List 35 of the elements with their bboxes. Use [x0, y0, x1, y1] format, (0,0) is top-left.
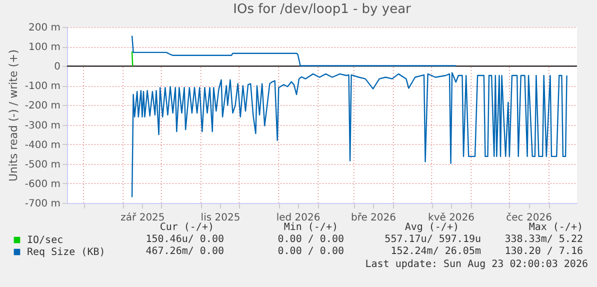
text: 557.17u/ 597.19u: [384, 234, 481, 245]
y-tick-label: 0: [54, 62, 60, 73]
text: Max (-/+): [528, 222, 583, 233]
text: 0.00 / 0.00: [278, 234, 344, 245]
y-tick-label: 200 m: [28, 22, 60, 34]
text: Last update: Sun Aug 23 02:00:03 2026: [365, 259, 588, 270]
y-axis-title: Units read (-) / write (+): [6, 49, 20, 182]
legend-label: IO/sec: [27, 235, 64, 246]
y-tick-label: -300 m: [24, 120, 60, 132]
line-series: [131, 35, 456, 66]
text: Cur (-/+): [160, 222, 214, 233]
text: Min (-/+): [284, 222, 338, 233]
x-tick-label: bře 2026: [350, 212, 396, 224]
x-tick-label: čec 2026: [506, 212, 552, 224]
text: 0.00 / 0.00: [278, 246, 344, 257]
x-tick-label: kvě 2026: [428, 212, 475, 224]
y-tick-label: -600 m: [24, 178, 60, 190]
y-tick-label: -100 m: [24, 81, 60, 92]
chart-title: IOs for /dev/loop1 - by year: [233, 2, 412, 17]
legend-label: Req Size (KB): [27, 247, 106, 258]
text: 130.20 / 7.16: [504, 246, 583, 257]
line-series: [131, 72, 568, 198]
y-tick-label: -400 m: [24, 140, 60, 151]
text: 467.26m/ 0.00: [146, 246, 224, 257]
x-tick-label: lis 2025: [200, 212, 240, 224]
text: Avg (-/+): [404, 222, 459, 233]
y-tick-label: 100 m: [28, 42, 60, 54]
y-tick-label: -700 m: [24, 198, 60, 210]
text: 338.33m/ 5.22: [504, 234, 583, 245]
text: 152.24m/ 26.05m: [390, 246, 481, 257]
text: 150.46u/ 0.00: [146, 234, 224, 245]
y-tick-label: -200 m: [24, 100, 60, 112]
x-tick-label: led 2026: [276, 212, 320, 224]
y-tick-label: -500 m: [24, 159, 60, 170]
x-tick-label: zář 2025: [120, 212, 165, 224]
